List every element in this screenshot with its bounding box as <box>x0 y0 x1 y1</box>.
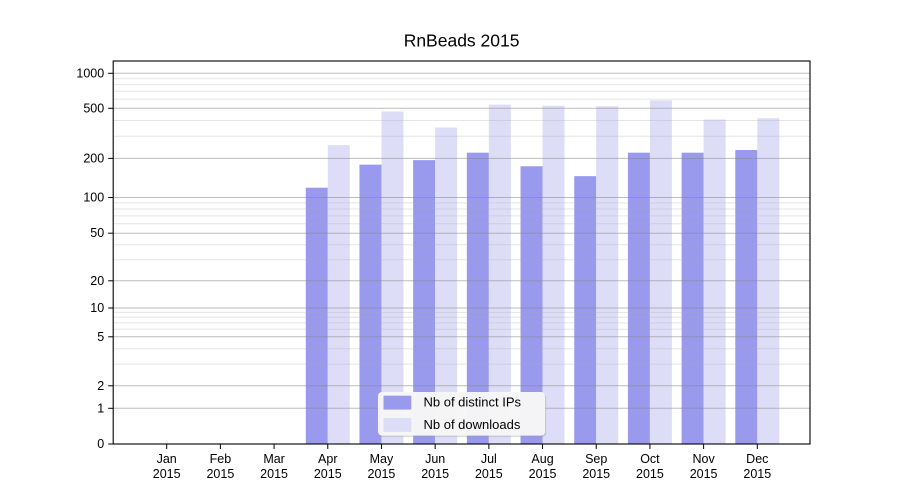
svg-text:RnBeads 2015: RnBeads 2015 <box>404 31 520 51</box>
svg-text:Feb: Feb <box>210 452 232 466</box>
svg-text:20: 20 <box>90 274 104 288</box>
svg-text:2015: 2015 <box>421 467 449 481</box>
svg-text:Jun: Jun <box>425 452 445 466</box>
svg-text:Jan: Jan <box>157 452 177 466</box>
svg-text:2015: 2015 <box>582 467 610 481</box>
svg-text:Jul: Jul <box>481 452 497 466</box>
svg-text:2015: 2015 <box>206 467 234 481</box>
svg-text:Oct: Oct <box>640 452 660 466</box>
svg-text:5: 5 <box>97 330 104 344</box>
svg-text:2015: 2015 <box>690 467 718 481</box>
svg-text:Nov: Nov <box>692 452 715 466</box>
svg-text:10: 10 <box>90 301 104 315</box>
svg-text:200: 200 <box>83 151 104 165</box>
svg-text:Sep: Sep <box>585 452 607 466</box>
svg-text:2015: 2015 <box>368 467 396 481</box>
svg-text:50: 50 <box>90 226 104 240</box>
svg-text:Nb of distinct IPs: Nb of distinct IPs <box>424 395 522 410</box>
svg-text:2: 2 <box>97 379 104 393</box>
svg-text:Nb of downloads: Nb of downloads <box>424 417 521 432</box>
svg-text:1: 1 <box>97 401 104 415</box>
svg-text:2015: 2015 <box>636 467 664 481</box>
svg-text:2015: 2015 <box>743 467 771 481</box>
svg-text:100: 100 <box>83 191 104 205</box>
svg-text:1000: 1000 <box>76 66 104 80</box>
svg-text:0: 0 <box>97 437 104 451</box>
svg-text:Dec: Dec <box>746 452 768 466</box>
svg-text:2015: 2015 <box>475 467 503 481</box>
svg-text:Apr: Apr <box>318 452 337 466</box>
svg-text:2015: 2015 <box>260 467 288 481</box>
svg-text:2015: 2015 <box>529 467 557 481</box>
svg-text:2015: 2015 <box>153 467 181 481</box>
svg-text:2015: 2015 <box>314 467 342 481</box>
svg-text:500: 500 <box>83 101 104 115</box>
svg-text:May: May <box>370 452 394 466</box>
svg-text:Mar: Mar <box>263 452 285 466</box>
svg-text:Aug: Aug <box>531 452 553 466</box>
